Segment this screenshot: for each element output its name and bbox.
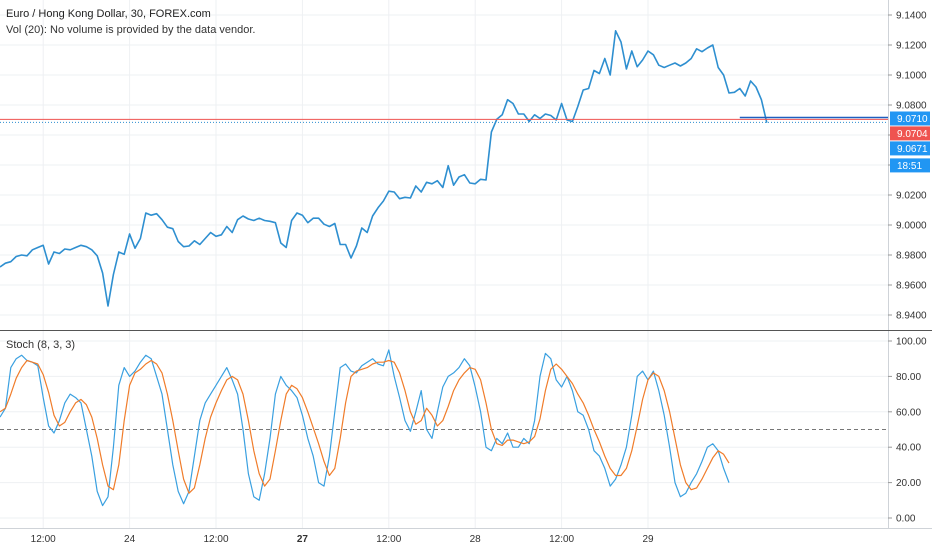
- volume-label: Vol (20): No volume is provided by the d…: [6, 24, 256, 36]
- bid-price-tag-bg: [890, 111, 930, 126]
- stoch-tick-label: 20.00: [896, 478, 921, 489]
- stoch-d-line[interactable]: [0, 359, 730, 494]
- stoch-k-line[interactable]: [0, 349, 730, 507]
- stoch-tick-label: 40.00: [896, 443, 921, 454]
- price-tick-label: 9.0200: [896, 191, 927, 202]
- price-tick-label: 9.1400: [896, 11, 927, 22]
- stochastic-pane[interactable]: [0, 349, 888, 507]
- time-tick-label: 12:00: [203, 534, 228, 545]
- price-tick-label: 8.9600: [896, 281, 927, 292]
- stoch-tick-label: 80.00: [896, 372, 921, 383]
- price-tick-label: 9.0800: [896, 101, 927, 112]
- last-price-tag: 9.0671: [897, 144, 928, 155]
- time-tick-label: 24: [124, 534, 136, 545]
- gridlines: [0, 0, 888, 528]
- price-tick-label: 9.1200: [896, 41, 927, 52]
- stoch-tick-label: 0.00: [896, 514, 916, 525]
- time-tick-label: 29: [642, 534, 654, 545]
- bid-price-tag: 9.0710: [897, 114, 928, 125]
- price-tick-label: 8.9800: [896, 251, 927, 262]
- ask-price-tag: 9.0704: [897, 129, 928, 140]
- stoch-tick-label: 100.00: [896, 337, 927, 348]
- stochastic-label: Stoch (8, 3, 3): [6, 339, 76, 351]
- chart-title: Euro / Hong Kong Dollar, 30, FOREX.com: [6, 8, 211, 20]
- stoch-tick-label: 60.00: [896, 407, 921, 418]
- price-tick-label: 9.0000: [896, 221, 927, 232]
- last-price-tag-bg: [890, 141, 930, 156]
- price-tick-label: 9.1000: [896, 71, 927, 82]
- ask-price-tag-bg: [890, 126, 930, 141]
- countdown-tag-bg: [890, 158, 930, 173]
- time-tick-label: 12:00: [549, 534, 574, 545]
- time-tick-label: 12:00: [376, 534, 401, 545]
- time-tick-label: 28: [470, 534, 482, 545]
- time-tick-label: 12:00: [31, 534, 56, 545]
- price-tick-label: 8.9400: [896, 311, 927, 322]
- countdown-tag: 18:51: [897, 161, 922, 172]
- time-tick-label: 27: [297, 534, 309, 545]
- price-line[interactable]: [0, 29, 768, 307]
- price-pane[interactable]: [0, 29, 888, 307]
